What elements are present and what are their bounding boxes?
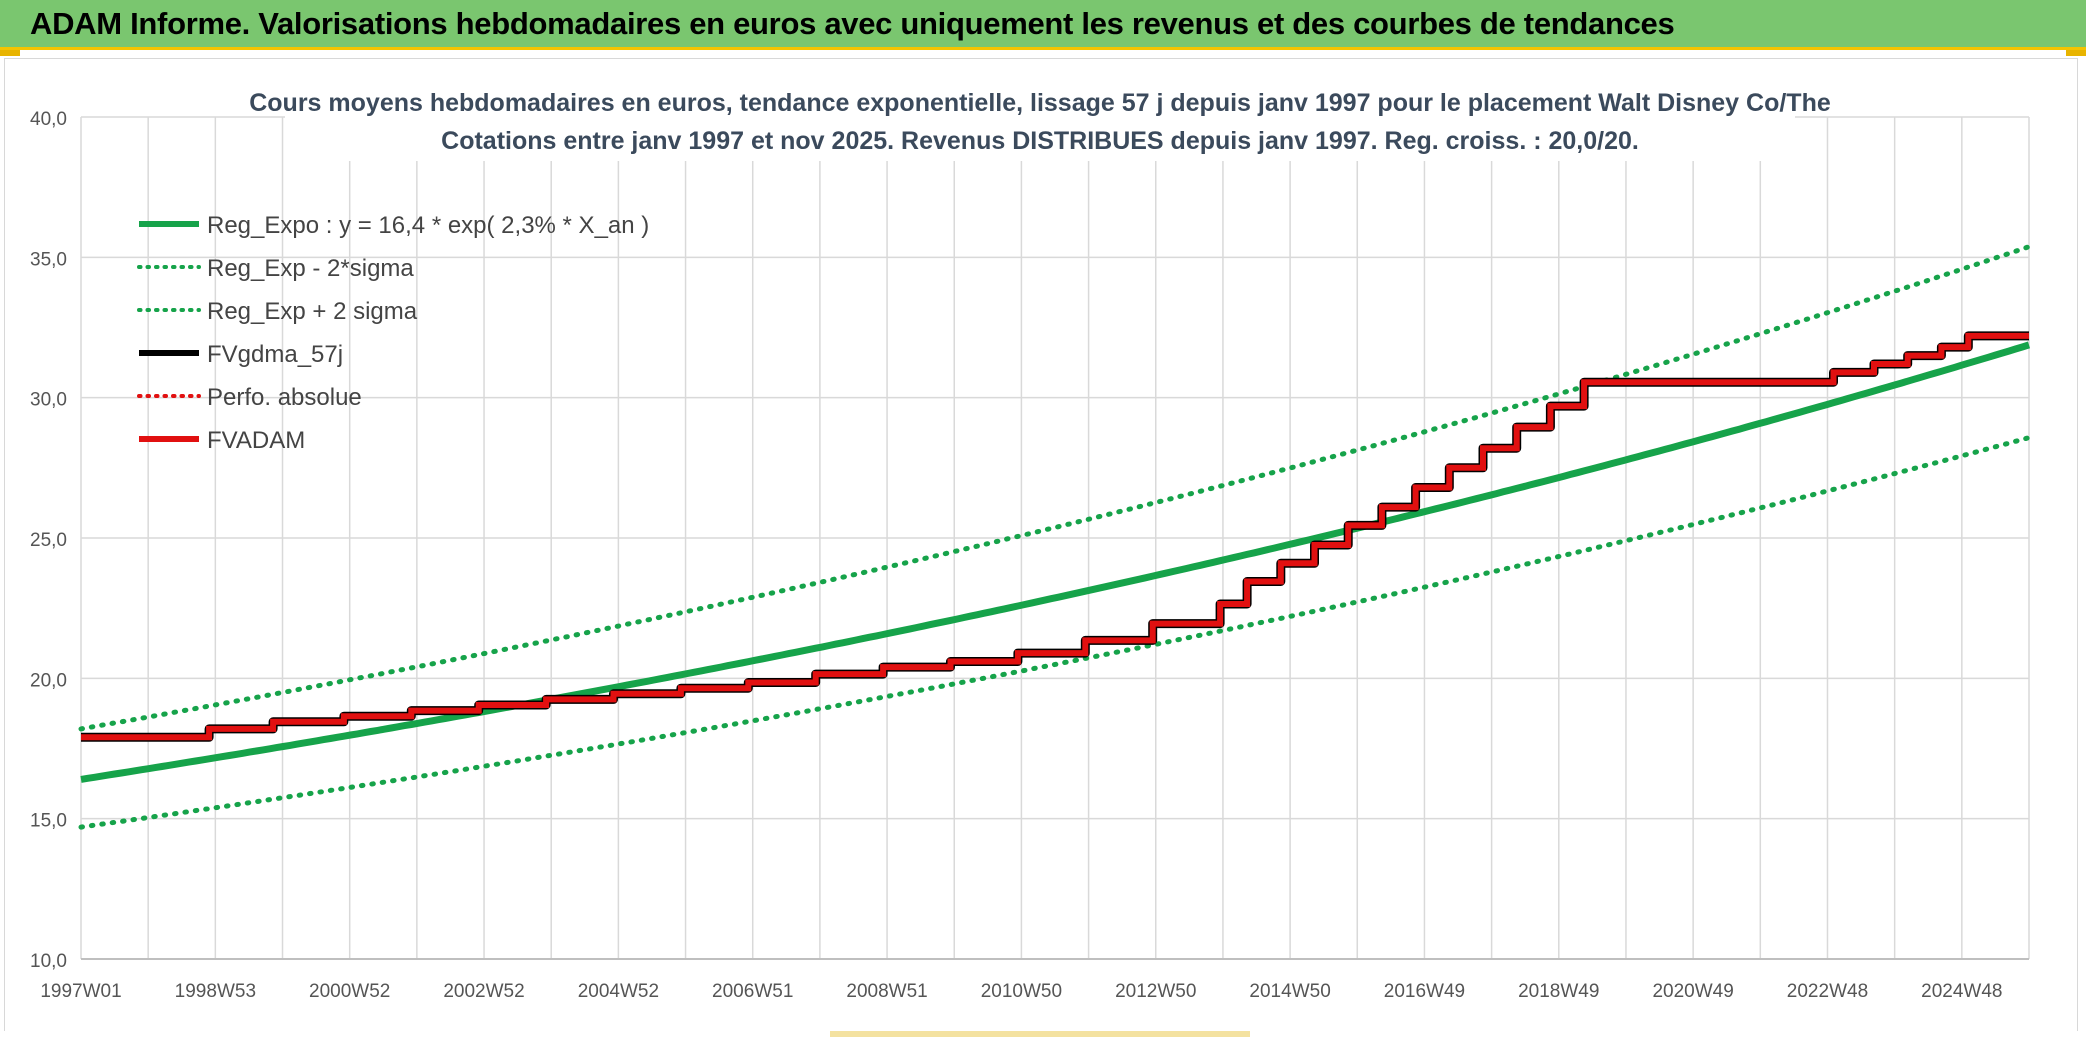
y-tick-label: 10,0: [30, 951, 67, 972]
grid: [80, 116, 2030, 960]
chart-titles: Cours moyens hebdomadaires en euros, ten…: [249, 81, 1831, 161]
legend-perfo-absolue-label: Perfo. absolue: [207, 384, 362, 411]
x-tick-label: 1997W01: [40, 981, 121, 1002]
x-tick-label: 2010W50: [981, 981, 1062, 1002]
legend-reg-exp-plus-2sigma-label: Reg_Exp + 2 sigma: [207, 298, 418, 325]
legend-fvadam-label: FVADAM: [207, 427, 305, 454]
legend: Reg_Expo : y = 16,4 * exp( 2,3% * X_an )…: [137, 212, 649, 454]
y-tick-label: 40,0: [30, 109, 67, 130]
series-fvadam: [81, 332, 2029, 741]
series-reg-exp-plus-2sigma: [78, 244, 2032, 732]
chart-title: Cours moyens hebdomadaires en euros, ten…: [249, 89, 1831, 117]
y-tick-label: 35,0: [30, 249, 67, 270]
axes: 10,0 15,0 20,0 25,0 30,0 35,0 40,0 1997W01 1998W…: [30, 109, 2029, 1002]
series-reg-exp-minus-2sigma: [78, 435, 2032, 830]
report-banner: ADAM Informe. Valorisations hebdomadaire…: [0, 0, 2086, 50]
chart-subtitle: Cotations entre janv 1997 et nov 2025. R…: [441, 127, 1639, 155]
x-tick-label: 2024W48: [1921, 981, 2002, 1002]
title-background: [285, 81, 1795, 161]
corner-accent-left: [0, 50, 20, 56]
chart-area: 10,0 15,0 20,0 25,0 30,0 35,0 40,0 1997W01 1998W…: [4, 58, 2078, 1033]
bottom-accent: [830, 1031, 1250, 1037]
x-tick-label: 2014W50: [1249, 981, 1330, 1002]
x-tick-label: 2016W49: [1384, 981, 1465, 1002]
x-tick-label: 2006W51: [712, 981, 793, 1002]
legend-reg-expo-label: Reg_Expo : y = 16,4 * exp( 2,3% * X_an ): [207, 212, 649, 239]
y-tick-label: 30,0: [30, 390, 67, 411]
x-tick-label: 2020W49: [1652, 981, 1733, 1002]
report-title: ADAM Informe. Valorisations hebdomadaire…: [30, 6, 1675, 41]
x-tick-label: 2002W52: [443, 981, 524, 1002]
legend-fvgdma-57j-label: FVgdma_57j: [207, 341, 343, 368]
series: [78, 244, 2032, 830]
line-chart: 10,0 15,0 20,0 25,0 30,0 35,0 40,0 1997W01 1998W…: [30, 81, 2032, 1002]
x-tick-label: 2018W49: [1518, 981, 1599, 1002]
x-tick-label: 2022W48: [1787, 981, 1868, 1002]
y-tick-label: 15,0: [30, 811, 67, 832]
x-tick-label: 2008W51: [846, 981, 927, 1002]
series-reg-expo: [80, 341, 2031, 783]
legend-reg-exp-minus-2sigma-label: Reg_Exp - 2*sigma: [207, 255, 414, 282]
x-tick-label: 2012W50: [1115, 981, 1196, 1002]
y-tick-label: 20,0: [30, 670, 67, 691]
x-tick-label: 2004W52: [578, 981, 659, 1002]
y-tick-label: 25,0: [30, 530, 67, 551]
x-tick-label: 2000W52: [309, 981, 390, 1002]
corner-accent-right: [2066, 50, 2086, 56]
x-tick-label: 1998W53: [175, 981, 256, 1002]
